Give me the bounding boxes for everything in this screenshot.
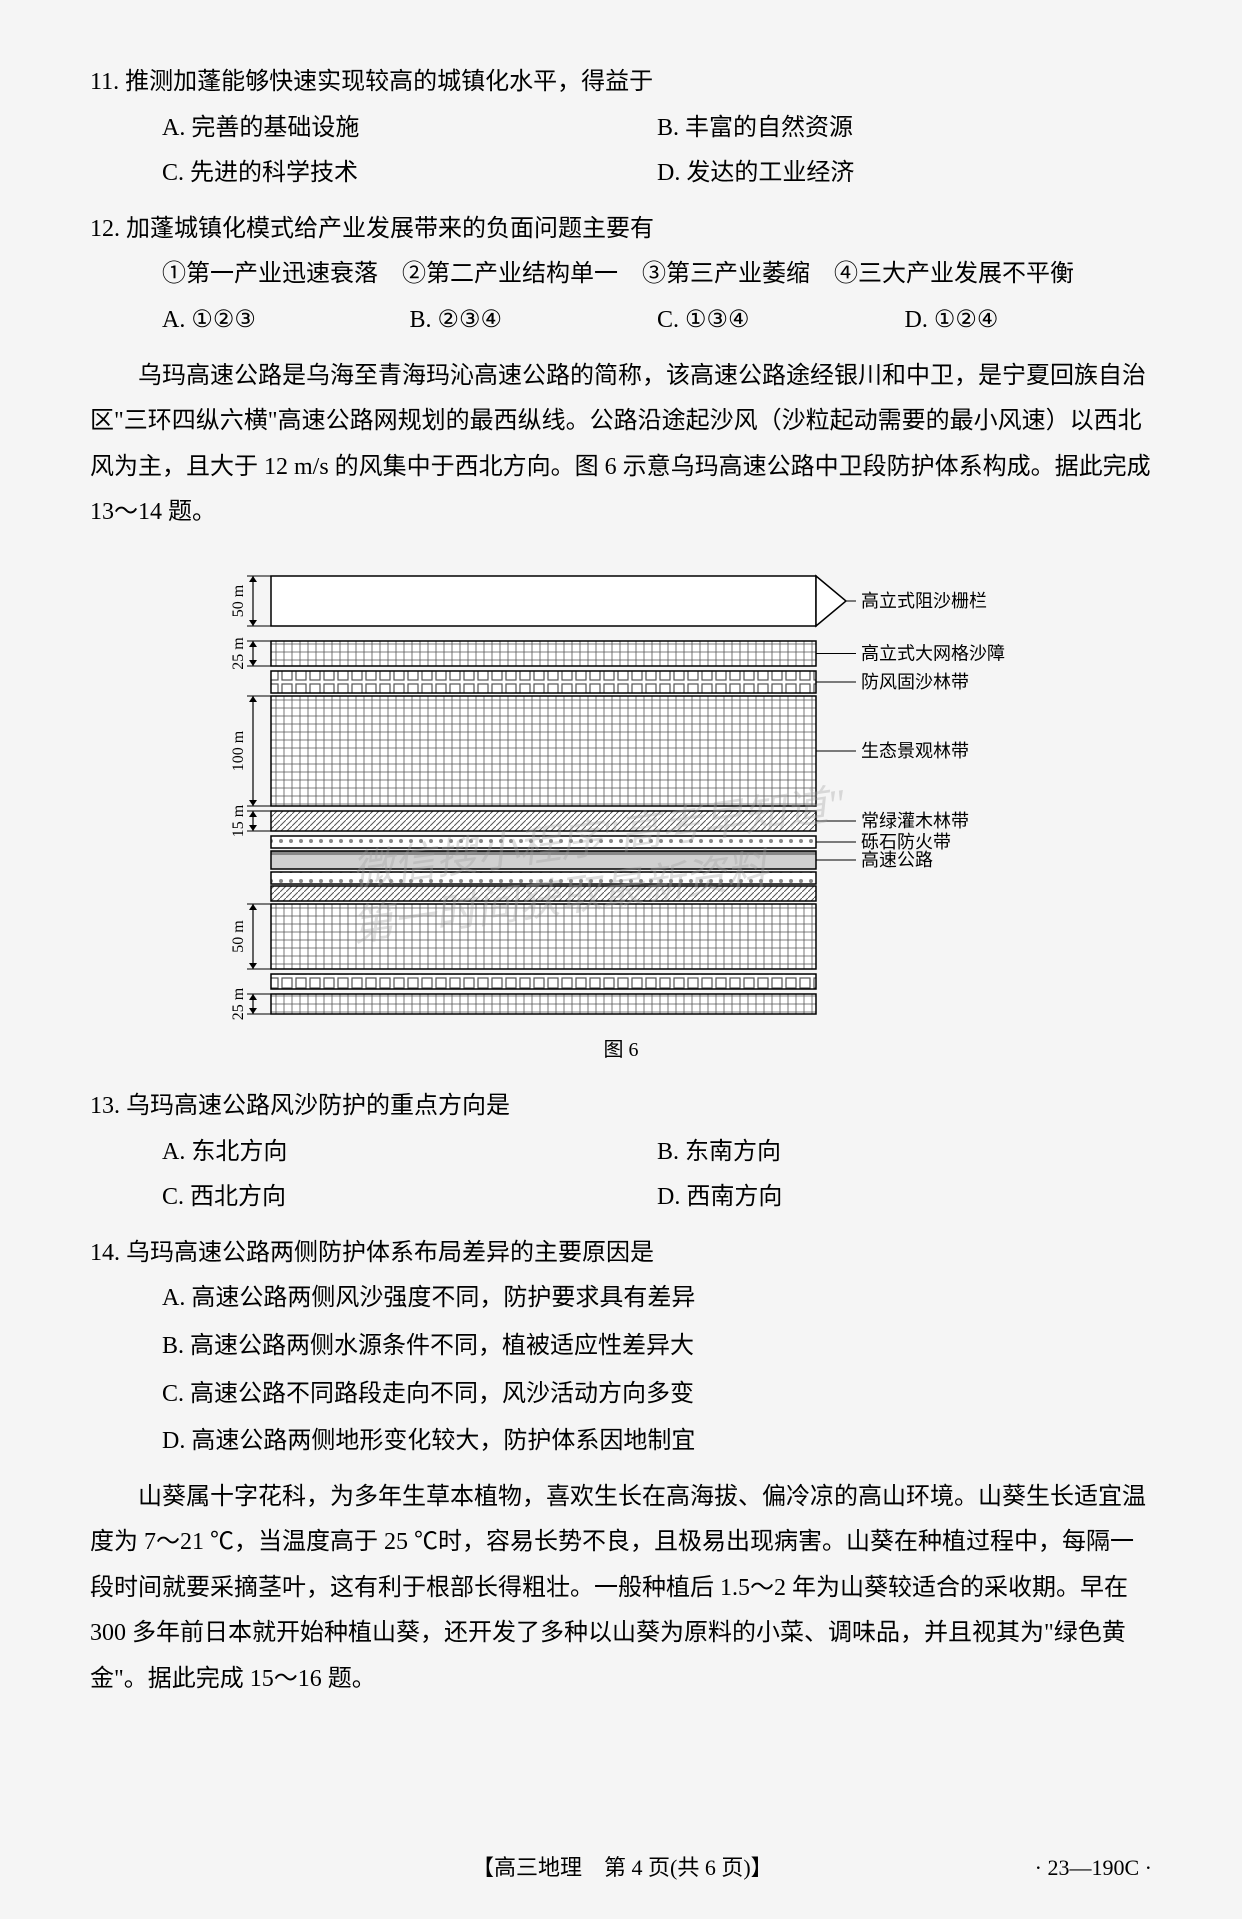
- svg-text:高立式大网格沙障: 高立式大网格沙障: [861, 643, 1005, 663]
- q13-opt-a: A. 东北方向: [162, 1130, 657, 1176]
- q14-opt-a: A. 高速公路两侧风沙强度不同，防护要求具有差异: [162, 1276, 1152, 1322]
- q14-options: A. 高速公路两侧风沙强度不同，防护要求具有差异 B. 高速公路两侧水源条件不同…: [90, 1276, 1152, 1464]
- svg-text:25 m: 25 m: [230, 987, 247, 1020]
- svg-text:砾石防火带: 砾石防火带: [861, 832, 951, 852]
- q14-stem: 14. 乌玛高速公路两侧防护体系布局差异的主要原因是: [90, 1231, 1152, 1277]
- footer-center: 【高三地理 第 4 页(共 6 页)】: [210, 1847, 1035, 1889]
- q11-options-row2: C. 先进的科学技术 D. 发达的工业经济: [90, 151, 1152, 197]
- svg-text:高速公路: 高速公路: [861, 850, 933, 870]
- figure-6-diagram: 高立式阻沙栅栏 50 m 高立式大网格沙障 25 m 防风固沙林带生态景观林带 100 m…: [196, 556, 1046, 1026]
- question-13: 13. 乌玛高速公路风沙防护的重点方向是 A. 东北方向 B. 东南方向 C. …: [90, 1084, 1152, 1221]
- q11-opt-c: C. 先进的科学技术: [162, 151, 657, 197]
- svg-text:100 m: 100 m: [230, 730, 247, 771]
- svg-text:生态景观林带: 生态景观林带: [861, 741, 969, 761]
- q12-stem: 12. 加蓬城镇化模式给产业发展带来的负面问题主要有: [90, 207, 1152, 253]
- q12-opt-d: D. ①②④: [905, 298, 1153, 344]
- q11-opt-a: A. 完善的基础设施: [162, 106, 657, 152]
- svg-text:防风固沙林带: 防风固沙林带: [861, 672, 969, 692]
- q13-opt-b: B. 东南方向: [657, 1130, 1152, 1176]
- q13-options-row2: C. 西北方向 D. 西南方向: [90, 1175, 1152, 1221]
- figure-6-container: 高立式阻沙栅栏 50 m 高立式大网格沙障 25 m 防风固沙林带生态景观林带 100 m…: [90, 556, 1152, 1026]
- figure-6-caption: 图 6: [90, 1031, 1152, 1069]
- q11-stem: 11. 推测加蓬能够快速实现较高的城镇化水平，得益于: [90, 60, 1152, 106]
- q12-subopts: ①第一产业迅速衰落 ②第二产业结构单一 ③第三产业萎缩 ④三大产业发展不平衡: [90, 252, 1152, 298]
- q12-opt-b: B. ②③④: [410, 298, 658, 344]
- q11-opt-b: B. 丰富的自然资源: [657, 106, 1152, 152]
- passage-2: 山葵属十字花科，为多年生草本植物，喜欢生长在高海拔、偏冷凉的高山环境。山葵生长适…: [90, 1475, 1152, 1703]
- question-11: 11. 推测加蓬能够快速实现较高的城镇化水平，得益于 A. 完善的基础设施 B.…: [90, 60, 1152, 197]
- q14-opt-b: B. 高速公路两侧水源条件不同，植被适应性差异大: [162, 1324, 1152, 1370]
- q14-opt-c: C. 高速公路不同路段走向不同，风沙活动方向多变: [162, 1372, 1152, 1418]
- q13-options-row1: A. 东北方向 B. 东南方向: [90, 1130, 1152, 1176]
- svg-text:常绿灌木林带: 常绿灌木林带: [861, 811, 969, 831]
- q12-options: A. ①②③ B. ②③④ C. ①③④ D. ①②④: [90, 298, 1152, 344]
- svg-text:50 m: 50 m: [230, 584, 247, 617]
- q13-opt-c: C. 西北方向: [162, 1175, 657, 1221]
- footer-right: · 23—190C ·: [1035, 1847, 1152, 1889]
- page-footer: 【高三地理 第 4 页(共 6 页)】 · 23—190C ·: [90, 1847, 1152, 1889]
- q11-opt-d: D. 发达的工业经济: [657, 151, 1152, 197]
- svg-text:15 m: 15 m: [230, 804, 247, 837]
- question-14: 14. 乌玛高速公路两侧防护体系布局差异的主要原因是 A. 高速公路两侧风沙强度…: [90, 1231, 1152, 1465]
- svg-text:高立式阻沙栅栏: 高立式阻沙栅栏: [861, 591, 987, 611]
- q13-opt-d: D. 西南方向: [657, 1175, 1152, 1221]
- question-12: 12. 加蓬城镇化模式给产业发展带来的负面问题主要有 ①第一产业迅速衰落 ②第二…: [90, 207, 1152, 344]
- passage-1: 乌玛高速公路是乌海至青海玛沁高速公路的简称，该高速公路途经银川和中卫，是宁夏回族…: [90, 354, 1152, 536]
- q13-stem: 13. 乌玛高速公路风沙防护的重点方向是: [90, 1084, 1152, 1130]
- q14-opt-d: D. 高速公路两侧地形变化较大，防护体系因地制宜: [162, 1419, 1152, 1465]
- q12-opt-a: A. ①②③: [162, 298, 410, 344]
- svg-text:25 m: 25 m: [230, 637, 247, 670]
- q11-options-row1: A. 完善的基础设施 B. 丰富的自然资源: [90, 106, 1152, 152]
- svg-text:50 m: 50 m: [230, 920, 247, 953]
- q12-opt-c: C. ①③④: [657, 298, 905, 344]
